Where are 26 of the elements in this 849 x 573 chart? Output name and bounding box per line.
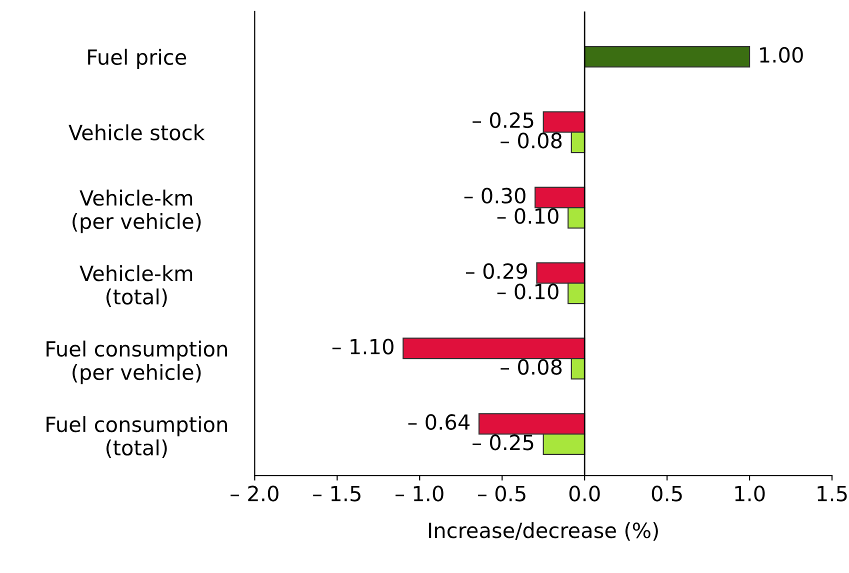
x-axis-title: Increase/decrease (%) <box>429 522 658 541</box>
data-label: – 0.30 <box>464 188 526 204</box>
data-label: – 0.25 <box>472 112 534 128</box>
x-tick-label: – 2.0 <box>230 486 278 502</box>
data-label: 1.00 <box>760 47 803 63</box>
data-label: – 0.25 <box>472 434 534 450</box>
data-label: – 0.08 <box>500 359 562 375</box>
y-tick-label: Vehicle-km (per vehicle) <box>72 190 201 234</box>
y-tick-label: Vehicle stock <box>68 124 205 140</box>
x-tick-label: 0.0 <box>569 486 600 502</box>
x-tick-label: 0.5 <box>652 486 682 502</box>
y-tick-label: Fuel consumption (per vehicle) <box>46 340 227 384</box>
x-tick-label: 1.5 <box>818 486 847 502</box>
data-label: – 0.10 <box>497 284 558 300</box>
x-tick-label: 1.0 <box>735 486 765 502</box>
y-tick-label: Fuel price <box>88 48 186 69</box>
data-label: – 0.29 <box>466 263 527 280</box>
x-tick-label: – 1.0 <box>396 486 444 502</box>
data-label: – 0.64 <box>408 414 470 430</box>
y-tick-label: Fuel consumption (total) <box>46 416 227 458</box>
data-label: – 0.10 <box>497 208 558 224</box>
x-tick-label: – 1.5 <box>313 486 360 502</box>
data-label: – 0.08 <box>500 132 562 148</box>
x-tick-label: – 0.5 <box>478 486 526 502</box>
y-tick-label: Vehicle-km (total) <box>80 265 192 308</box>
data-label: – 1.10 <box>332 338 394 354</box>
